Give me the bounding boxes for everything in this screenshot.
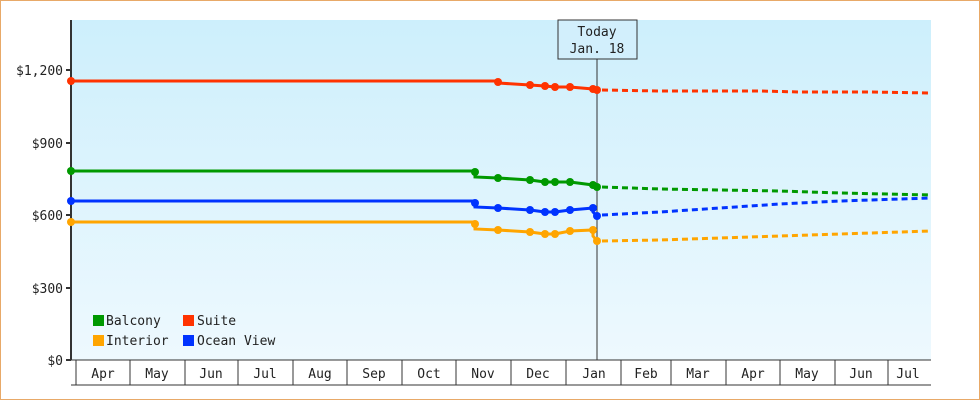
series-ocean-view [67, 196, 932, 220]
x-tick-label: Jul [896, 367, 919, 382]
today-date: Jan. 18 [570, 42, 625, 57]
x-tick-label: Jul [253, 367, 276, 382]
legend: Balcony Suite Interior Ocean View [93, 314, 275, 349]
legend-label: Interior [106, 334, 169, 349]
y-ticks [66, 69, 71, 361]
x-axis [71, 359, 931, 386]
x-tick-label: Aug [308, 367, 331, 382]
x-tick-label: Jun [199, 367, 222, 382]
series-interior [67, 218, 932, 245]
x-tick-label: May [795, 367, 819, 382]
legend-item-interior[interactable]: Interior [93, 334, 169, 349]
legend-label: Suite [197, 314, 236, 329]
legend-swatch [183, 315, 194, 326]
legend-swatch [93, 335, 104, 346]
legend-item-ocean-view[interactable]: Ocean View [183, 334, 275, 349]
series-suite [67, 77, 932, 95]
y-tick-label: $900 [32, 137, 63, 152]
x-tick-label: Oct [417, 367, 440, 382]
legend-item-balcony[interactable]: Balcony [93, 314, 161, 329]
plot-area [71, 20, 931, 360]
legend-label: Ocean View [197, 334, 275, 349]
x-tick-label: Jun [849, 367, 872, 382]
x-tick-label: Nov [471, 367, 495, 382]
today-label-box [557, 19, 638, 60]
x-tick-label: Mar [686, 367, 710, 382]
x-tick-label: May [145, 367, 169, 382]
legend-swatch [93, 315, 104, 326]
x-tick-label: Feb [634, 367, 658, 382]
legend-item-suite[interactable]: Suite [183, 314, 236, 329]
series-balcony [67, 167, 932, 197]
x-tick-label: Dec [526, 367, 549, 382]
today-label: Today [577, 25, 616, 40]
x-tick-label: Sep [362, 367, 386, 382]
y-tick-label: $600 [32, 209, 63, 224]
legend-swatch [183, 335, 194, 346]
y-tick-label: $1,200 [16, 64, 63, 79]
y-tick-label: $0 [47, 354, 63, 369]
x-tick-label: Jan [582, 367, 605, 382]
x-tick-label: Apr [91, 367, 115, 382]
x-tick-label: Apr [741, 367, 765, 382]
y-tick-label: $300 [32, 282, 63, 297]
legend-label: Balcony [106, 314, 161, 329]
